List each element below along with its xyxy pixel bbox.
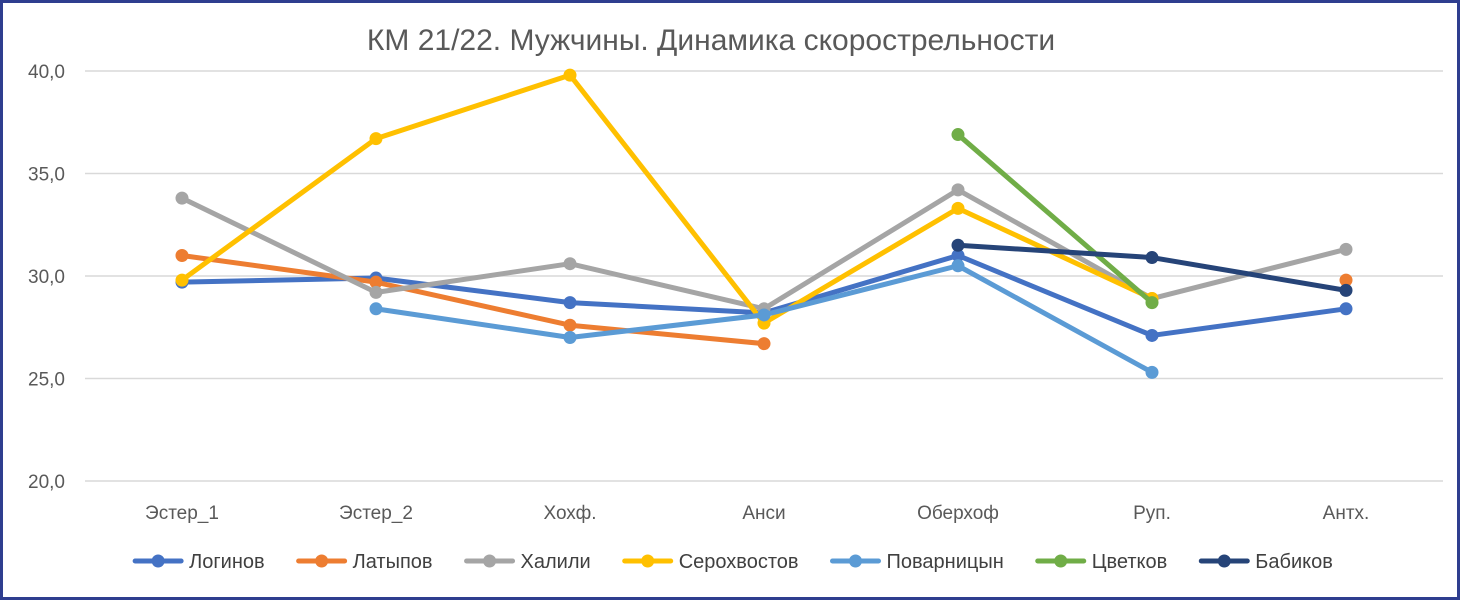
- data-point: [175, 273, 189, 287]
- data-point: [369, 132, 383, 146]
- legend-label: Бабиков: [1255, 551, 1333, 573]
- x-tick-label: Хохф.: [543, 503, 596, 524]
- series-line: [179, 253, 767, 347]
- legend-item: Бабиков: [1198, 551, 1333, 573]
- legend-label: Латыпов: [353, 551, 433, 573]
- data-point: [369, 275, 383, 289]
- legend: Логинов Латыпов Халили Серохвостов Поварницы…: [132, 551, 1333, 573]
- y-tick-label: 30,0: [28, 267, 65, 288]
- data-point: [175, 191, 189, 205]
- data-point: [563, 68, 577, 82]
- series-Поварницын: [369, 259, 1159, 379]
- data-point: [1339, 242, 1353, 256]
- data-point: [563, 257, 577, 271]
- data-point: [1339, 302, 1353, 316]
- legend-swatch-marker: [849, 554, 862, 568]
- series-Латыпов: [175, 249, 1353, 351]
- data-point: [951, 238, 965, 252]
- legend-label: Логинов: [189, 551, 265, 573]
- legend-swatch-marker: [1054, 554, 1068, 568]
- legend-swatch-marker: [1217, 554, 1231, 568]
- y-tick-label: 35,0: [28, 165, 65, 186]
- series-line: [179, 187, 1349, 312]
- series-Цветков: [951, 128, 1159, 310]
- data-point: [1339, 283, 1353, 297]
- x-tick-label: Эстер_1: [145, 503, 219, 524]
- series-Халили: [175, 183, 1353, 316]
- legend-item: Поварницын: [830, 551, 1004, 573]
- data-point: [951, 259, 965, 273]
- data-point: [757, 337, 771, 351]
- legend-swatch-marker: [315, 554, 329, 568]
- y-tick-label: 40,0: [28, 62, 65, 83]
- line-chart: КМ 21/22. Мужчины. Динамика скорострельн…: [28, 24, 1443, 573]
- data-point: [1145, 365, 1159, 379]
- legend-item: Логинов: [132, 551, 265, 573]
- data-point: [1145, 251, 1159, 265]
- x-tick-label: Оберхоф: [917, 503, 999, 524]
- series-line: [179, 72, 1155, 326]
- data-point: [563, 331, 577, 344]
- y-tick-label: 25,0: [28, 370, 65, 391]
- series-line: [955, 132, 1155, 306]
- x-axis-ticks: Эстер_1 Эстер_2 Хохф. Анси Оберхоф Руп. Антх.: [145, 503, 1369, 524]
- legend-swatch-marker: [641, 554, 655, 568]
- legend-swatch-marker: [151, 554, 165, 568]
- x-tick-label: Эстер_2: [339, 503, 413, 524]
- data-point: [1339, 273, 1353, 287]
- x-tick-label: Руп.: [1133, 503, 1171, 524]
- y-axis-ticks: 20,0 25,0 30,0 35,0 40,0: [28, 62, 65, 493]
- data-point: [369, 302, 383, 316]
- data-point: [1145, 296, 1159, 310]
- data-point: [563, 318, 577, 332]
- x-tick-label: Анси: [742, 503, 785, 524]
- data-point: [175, 249, 189, 262]
- data-point: [563, 296, 577, 310]
- data-point: [951, 201, 965, 215]
- data-point: [951, 183, 965, 197]
- data-point: [369, 285, 383, 299]
- series-Серохвостов: [175, 68, 1159, 330]
- legend-item: Цветков: [1035, 551, 1168, 573]
- series-Бабиков: [951, 238, 1353, 297]
- legend-item: Серохвостов: [622, 551, 799, 573]
- gridlines: [85, 70, 1443, 482]
- data-point: [757, 308, 771, 322]
- data-point: [1145, 328, 1159, 342]
- legend-label: Поварницын: [887, 551, 1004, 573]
- legend-swatch-marker: [483, 554, 497, 568]
- legend-item: Халили: [464, 551, 591, 573]
- x-tick-label: Антх.: [1323, 503, 1370, 524]
- data-point: [951, 128, 965, 142]
- y-tick-label: 20,0: [28, 472, 65, 493]
- legend-label: Халили: [521, 551, 591, 573]
- legend-item: Латыпов: [296, 551, 433, 573]
- series-layer: [175, 68, 1353, 379]
- chart-title: КМ 21/22. Мужчины. Динамика скорострельн…: [367, 24, 1055, 57]
- data-point: [951, 249, 965, 262]
- legend-label: Серохвостов: [679, 551, 799, 573]
- legend-label: Цветков: [1092, 551, 1168, 573]
